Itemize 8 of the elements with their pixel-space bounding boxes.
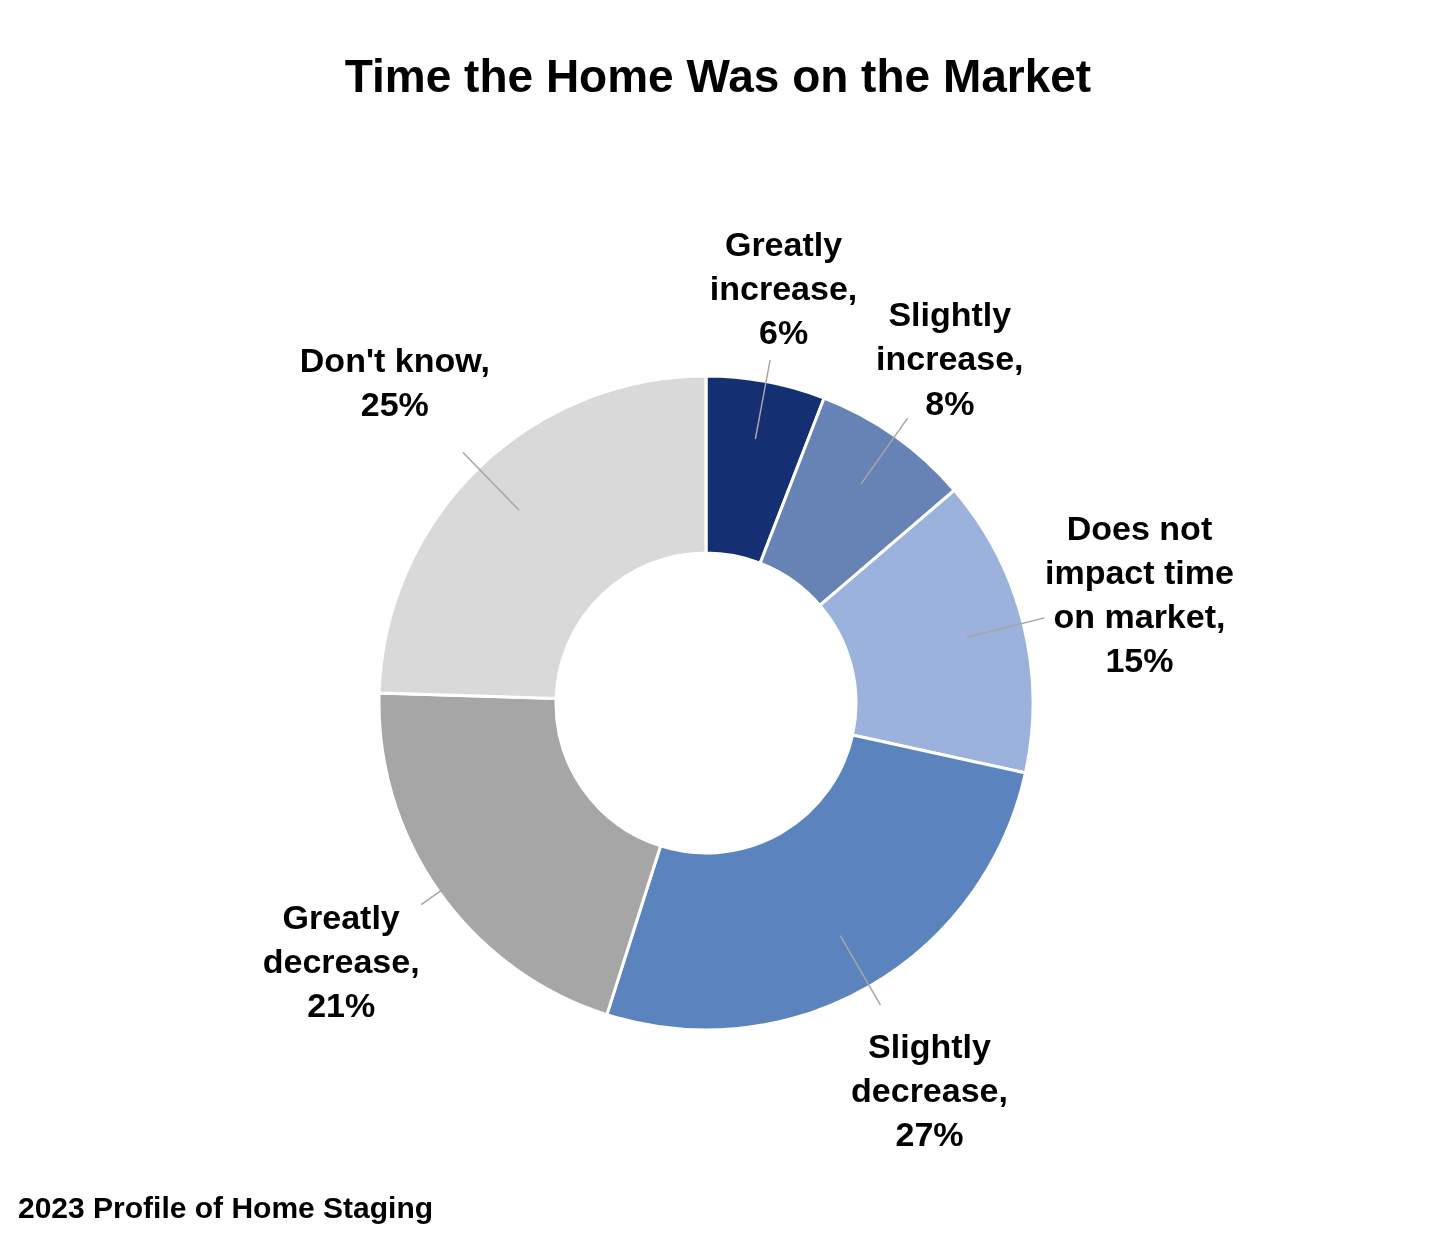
slice-label: Slightly increase, 8% — [876, 295, 1024, 422]
chart-title: Time the Home Was on the Market — [344, 50, 1092, 102]
slice-label: Does not impact time on market, 15% — [1045, 508, 1234, 680]
slice-label: Greatly decrease, 21% — [262, 897, 420, 1025]
text: 2023 Profile of Home Staging — [18, 1191, 434, 1224]
slice-label: Don't know, 25% — [299, 340, 490, 424]
slice-label: Slightly decrease, 27% — [851, 1026, 1008, 1154]
slice-label: Greatly increase, 6% — [709, 224, 858, 352]
